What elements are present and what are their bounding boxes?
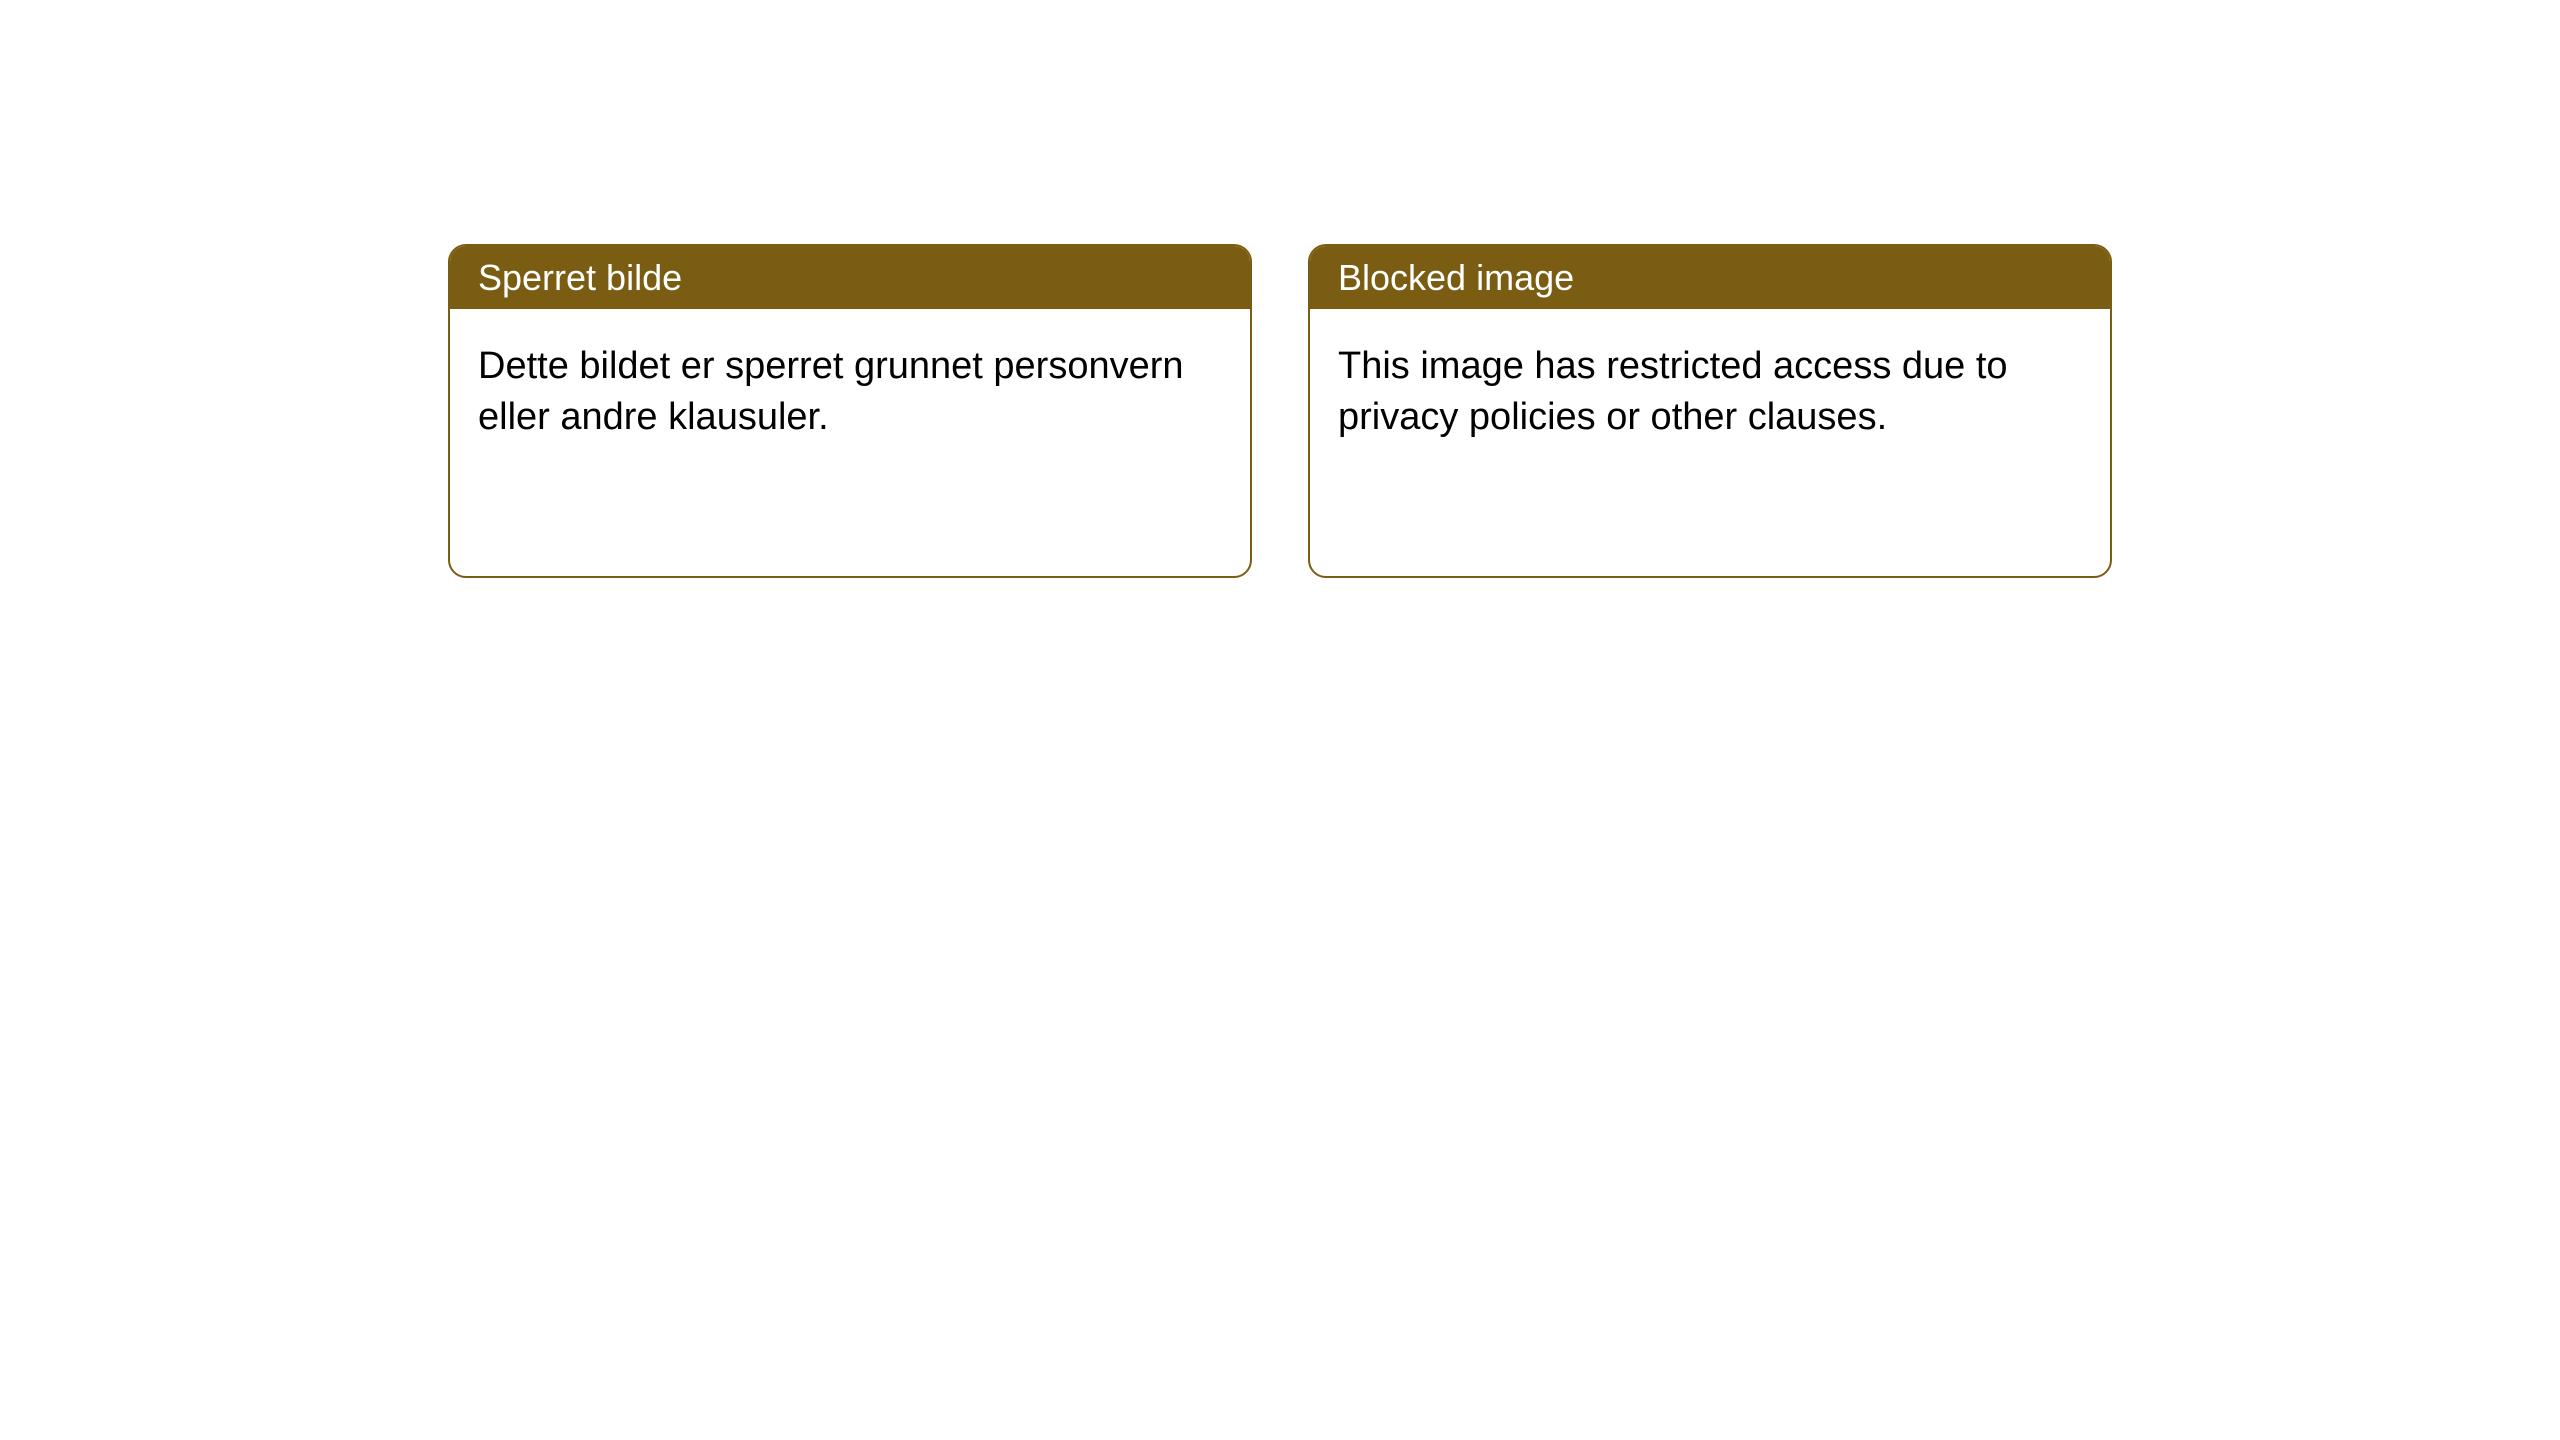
notice-body: This image has restricted access due to … (1310, 309, 2110, 476)
notice-container: Sperret bilde Dette bildet er sperret gr… (0, 0, 2560, 578)
notice-card-norwegian: Sperret bilde Dette bildet er sperret gr… (448, 244, 1252, 578)
notice-header: Sperret bilde (450, 246, 1250, 309)
notice-body: Dette bildet er sperret grunnet personve… (450, 309, 1250, 476)
notice-header: Blocked image (1310, 246, 2110, 309)
notice-card-english: Blocked image This image has restricted … (1308, 244, 2112, 578)
